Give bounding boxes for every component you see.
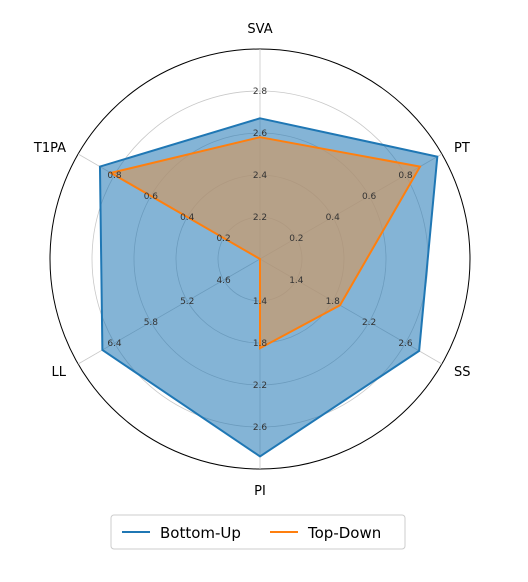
tick-label: 0.6 [144, 192, 159, 202]
tick-label: 6.4 [107, 339, 122, 349]
axis-label-pt: PT [454, 141, 470, 156]
series-layer [98, 117, 439, 458]
tick-label: 2.6 [253, 129, 268, 139]
tick-label: 5.8 [144, 318, 159, 328]
tick-label: 2.2 [253, 381, 267, 391]
tick-label: 2.4 [253, 171, 268, 181]
tick-label: 2.6 [398, 339, 413, 349]
legend-item-top-down: Top-Down [270, 524, 381, 542]
tick-label: 1.4 [253, 297, 268, 307]
tick-label: 0.6 [362, 192, 377, 202]
series-top-down [108, 136, 422, 350]
tick-label: 1.4 [289, 276, 304, 286]
tick-label: 1.8 [326, 297, 341, 307]
tick-label: 2.6 [253, 423, 268, 433]
axis-label-sva: SVA [247, 22, 272, 37]
tick-label: 0.8 [107, 171, 122, 181]
axis-label-ss: SS [454, 365, 471, 380]
axis-label-pi: PI [254, 484, 266, 499]
tick-label: 2.8 [253, 87, 268, 97]
legend-item-bottom-up: Bottom-Up [122, 524, 241, 542]
tick-label: 1.8 [253, 339, 268, 349]
tick-labels: 2.2 2.4 2.6 2.8 0.2 0.4 0.6 0.8 1.4 1.8 2.2 2.6 1.4 1… [107, 87, 413, 433]
tick-label: 2.2 [362, 318, 376, 328]
legend-label: Bottom-Up [160, 524, 241, 542]
tick-label: 0.2 [289, 234, 303, 244]
tick-label: 0.8 [398, 171, 413, 181]
series-area [108, 136, 422, 350]
axis-label-t1pa: T1PA [33, 141, 66, 156]
tick-label: 0.4 [180, 213, 195, 223]
tick-label: 5.2 [180, 297, 194, 307]
legend-box [110, 514, 406, 550]
legend: Bottom-Up Top-Down [110, 514, 406, 550]
legend-label: Top-Down [307, 524, 381, 542]
tick-label: 4.6 [216, 276, 231, 286]
axis-labels: SVA PT SS PI LL T1PA [33, 22, 471, 499]
axis-label-ll: LL [52, 365, 67, 380]
tick-label: 0.2 [216, 234, 230, 244]
tick-label: 2.2 [253, 213, 267, 223]
tick-label: 0.4 [326, 213, 341, 223]
